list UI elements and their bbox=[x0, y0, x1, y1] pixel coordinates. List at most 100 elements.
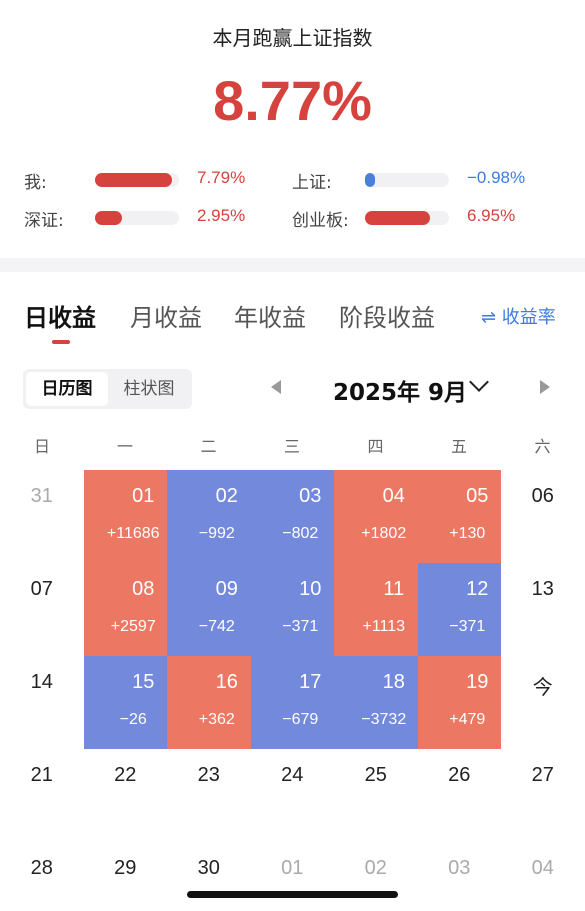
calendar-day[interactable]: 09 −742 bbox=[167, 563, 251, 656]
daily-pnl: −802 bbox=[282, 525, 319, 542]
calendar-day[interactable]: 16 +362 bbox=[167, 656, 251, 749]
calendar-day[interactable]: 30 bbox=[167, 842, 251, 911]
daily-pnl: +130 bbox=[449, 525, 486, 542]
calendar-day[interactable]: 03休 bbox=[418, 842, 502, 911]
calendar-day[interactable]: 05 +130 bbox=[417, 470, 501, 563]
day-number: 14 bbox=[30, 671, 53, 693]
day-number: 01 bbox=[132, 485, 155, 507]
daily-pnl: −26 bbox=[119, 711, 147, 728]
day-number: 11 bbox=[383, 578, 405, 600]
tab-period[interactable]: 阶段收益 bbox=[339, 304, 435, 332]
comparison-value: 2.95% bbox=[197, 206, 246, 225]
day-number: 30 bbox=[197, 857, 220, 879]
calendar-day[interactable]: 02 −992 bbox=[167, 470, 251, 563]
day-number: 29 bbox=[114, 857, 137, 879]
calendar-view-button[interactable]: 日历图 bbox=[26, 372, 108, 406]
comparison-value: −0.98% bbox=[467, 168, 526, 187]
yield-rate-toggle[interactable]: ⇌ 收益率 bbox=[481, 307, 556, 328]
daily-pnl: +2597 bbox=[110, 618, 156, 635]
comparison-bar-track bbox=[365, 211, 449, 225]
calendar-day[interactable]: 01国庆 bbox=[251, 842, 335, 911]
calendar-day[interactable]: 13 bbox=[501, 563, 585, 656]
calendar-day[interactable]: 21 bbox=[0, 749, 84, 842]
daily-pnl: +1802 bbox=[361, 525, 407, 542]
calendar-day[interactable]: 18 −3732 bbox=[334, 656, 418, 749]
calendar-day[interactable]: 26 bbox=[418, 749, 502, 842]
comparison-bar-fill bbox=[95, 173, 172, 187]
calendar-day[interactable]: 11 +1113 bbox=[334, 563, 418, 656]
calendar-day[interactable]: 02休 bbox=[334, 842, 418, 911]
day-number: 17 bbox=[299, 671, 322, 693]
active-tab-indicator bbox=[52, 340, 70, 344]
weekday-label: 日 bbox=[34, 437, 51, 456]
calendar-day[interactable]: 08 +2597 bbox=[83, 563, 167, 656]
calendar-day[interactable]: 27 bbox=[501, 749, 585, 842]
calendar-day[interactable]: 29 bbox=[84, 842, 168, 911]
weekday-label: 二 bbox=[200, 437, 217, 456]
daily-pnl: −679 bbox=[282, 711, 319, 728]
calendar-day[interactable]: 17 −679 bbox=[250, 656, 334, 749]
day-number: 25 bbox=[364, 764, 387, 786]
day-number: 21 bbox=[30, 764, 53, 786]
day-number: 02 bbox=[364, 857, 387, 879]
calendar-day[interactable]: 31 bbox=[0, 470, 84, 563]
comparison-label: 我: bbox=[24, 173, 47, 193]
day-number: 02 bbox=[215, 485, 238, 507]
day-number: 19 bbox=[466, 671, 489, 693]
day-number: 03 bbox=[448, 857, 471, 879]
page-title: 本月跑赢上证指数 bbox=[212, 26, 373, 50]
calendar-day[interactable]: 10 −371 bbox=[250, 563, 334, 656]
chevron-down-icon[interactable] bbox=[469, 372, 489, 392]
calendar-day[interactable]: 25 bbox=[334, 749, 418, 842]
day-number: 12 bbox=[466, 578, 489, 600]
tab-daily[interactable]: 日收益 bbox=[24, 304, 96, 332]
daily-pnl: +479 bbox=[449, 711, 486, 728]
weekday-label: 四 bbox=[367, 437, 384, 456]
day-number: 06 bbox=[531, 485, 554, 507]
tab-monthly[interactable]: 月收益 bbox=[130, 304, 202, 332]
comparison-bar-fill bbox=[365, 211, 430, 225]
calendar-day[interactable]: 04 +1802 bbox=[334, 470, 418, 563]
calendar-day[interactable]: 24 bbox=[251, 749, 335, 842]
bar-view-button[interactable]: 柱状图 bbox=[123, 379, 175, 399]
calendar-day[interactable]: 14 bbox=[0, 656, 84, 749]
day-number: 01 bbox=[281, 857, 304, 879]
day-number: 04 bbox=[531, 857, 554, 879]
daily-pnl: −371 bbox=[449, 618, 486, 635]
daily-pnl: −742 bbox=[198, 618, 235, 635]
calendar-day[interactable]: 19 +479 bbox=[417, 656, 501, 749]
day-number: 23 bbox=[197, 764, 220, 786]
section-divider bbox=[0, 258, 585, 272]
calendar-day[interactable]: 01 +11686 bbox=[83, 470, 167, 563]
day-number: 13 bbox=[531, 578, 554, 600]
outperform-percent: 8.77% bbox=[213, 69, 372, 132]
day-number: 28 bbox=[30, 857, 53, 879]
weekday-label: 六 bbox=[534, 437, 551, 456]
tab-yearly[interactable]: 年收益 bbox=[234, 304, 306, 332]
calendar-day[interactable]: 22 bbox=[84, 749, 168, 842]
comparison-bar-track bbox=[95, 173, 179, 187]
calendar-day[interactable]: 03 −802 bbox=[250, 470, 334, 563]
comparison-label: 上证: bbox=[292, 173, 332, 193]
day-number: 今 bbox=[532, 677, 553, 699]
comparison-value: 7.79% bbox=[197, 168, 246, 187]
prev-month-icon[interactable] bbox=[271, 380, 281, 394]
weekday-label: 三 bbox=[283, 437, 300, 456]
calendar-day[interactable]: 07 bbox=[0, 563, 84, 656]
home-indicator[interactable] bbox=[187, 891, 398, 898]
calendar-day[interactable]: 今 bbox=[501, 656, 585, 749]
calendar-day[interactable]: 06 bbox=[501, 470, 585, 563]
day-number: 08 bbox=[132, 578, 155, 600]
day-number: 10 bbox=[299, 578, 322, 600]
next-month-icon[interactable] bbox=[540, 380, 550, 394]
calendar-day[interactable]: 04休 bbox=[501, 842, 585, 911]
comparison-bar-track bbox=[365, 173, 449, 187]
day-number: 15 bbox=[132, 671, 155, 693]
comparison-row: 创业板: 6.95% bbox=[0, 201, 585, 231]
month-selector[interactable]: 2025年 9月 bbox=[333, 380, 468, 406]
calendar-day[interactable]: 28 bbox=[0, 842, 84, 911]
comparison-row: 我: 7.79% bbox=[0, 163, 585, 193]
calendar-day[interactable]: 12 −371 bbox=[417, 563, 501, 656]
calendar-day[interactable]: 15 −26 bbox=[83, 656, 167, 749]
calendar-day[interactable]: 23 bbox=[167, 749, 251, 842]
